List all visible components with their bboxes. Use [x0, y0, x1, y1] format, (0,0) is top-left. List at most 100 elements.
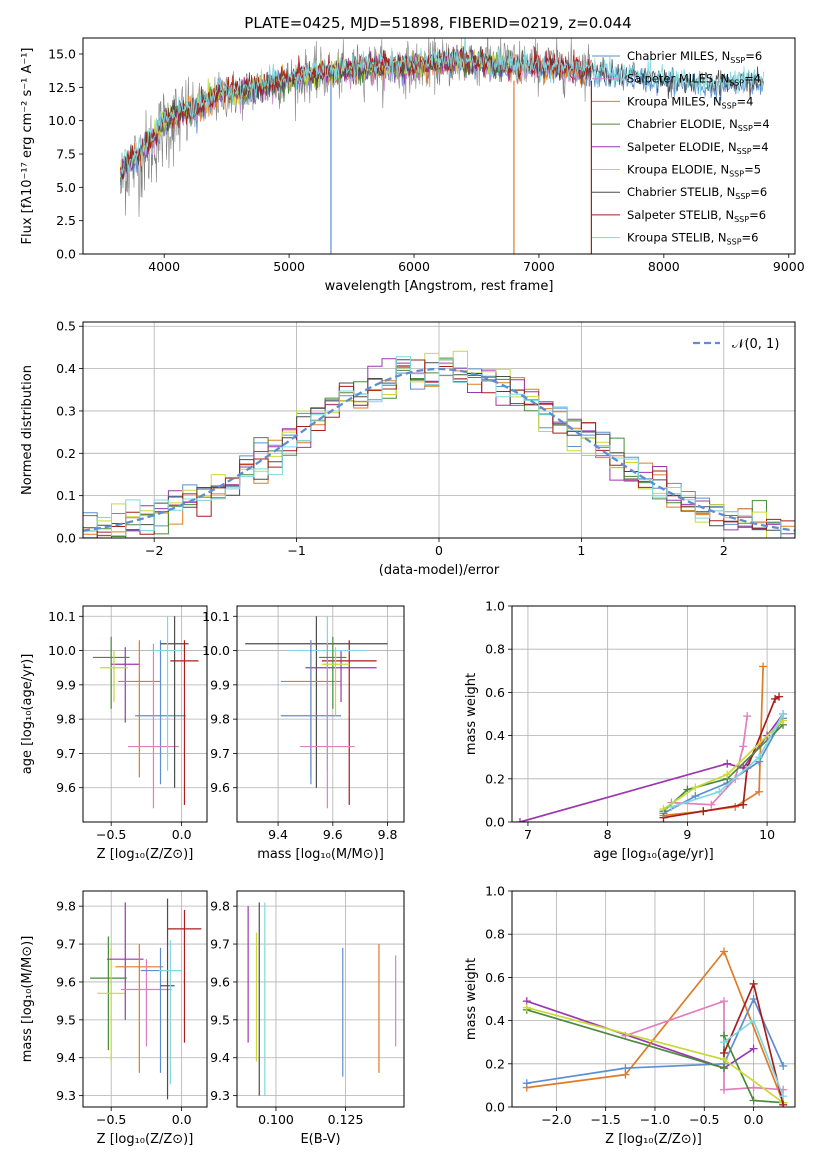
- legend-label: Salpeter STELIB, NSSP=6: [627, 208, 766, 224]
- axes-frame: [82, 37, 796, 255]
- x-tick-label: 9.6: [323, 827, 343, 842]
- legend-subscript: SSP: [729, 79, 744, 88]
- normal-curve: [83, 367, 795, 532]
- errorbar-point: [118, 640, 161, 778]
- y-tick-label: 1.0: [485, 884, 505, 899]
- model-spectrum-kroupa_stelib: [120, 38, 764, 178]
- y-tick-label: 10.1: [202, 609, 230, 624]
- x-axis-label: age [log₁₀(age/yr)]: [593, 847, 714, 862]
- errorbar-point: [299, 643, 355, 809]
- y-tick-label: 9.6: [210, 974, 230, 989]
- legend-subscript: SSP: [729, 170, 744, 179]
- weight-series-kroupa_elodie: [663, 719, 784, 810]
- x-tick-label: 7000: [523, 259, 555, 274]
- legend-nssp: =4: [737, 94, 754, 108]
- x-tick-label: 1: [577, 543, 585, 558]
- axes-frame: [82, 890, 208, 1108]
- y-tick-label: 0.1: [56, 488, 76, 503]
- y-tick-label: 9.9: [56, 677, 76, 692]
- x-axis-label: E(B-V): [300, 1132, 340, 1147]
- legend-subscript: SSP: [722, 101, 737, 110]
- axes-residuals: −2 −1 0 1 2 0.0 0.1 0.2 0.3 0.4 0.5 (data-model)/er…: [20, 319, 796, 578]
- errorbar-point: [167, 909, 202, 1043]
- y-tick-label: 0.6: [485, 685, 505, 700]
- x-tick-label: −1.5: [590, 1112, 620, 1127]
- y-axis-label: mass weight: [464, 958, 479, 1040]
- legend-nssp: =6: [742, 231, 759, 245]
- x-axis-label: mass [log₁₀(M/M⊙)]: [257, 847, 384, 862]
- plots-layer: 4000 5000 6000 7000 8000 90000.02.55.07.510.0…: [20, 37, 805, 1147]
- y-tick-label: 9.7: [56, 937, 76, 952]
- axes-age_vs_mass: 9.4 9.6 9.8 9.6 9.7 9.8 9.9 10.0 10.1 mass [log₁₀…: [202, 605, 405, 862]
- errorbar-point: [111, 647, 140, 723]
- legend-label: Chabrier MILES, NSSP=6: [627, 49, 762, 65]
- errorbar-point: [106, 902, 144, 1020]
- axes-massweight_vs_Z: −2.0 −1.5 −1.0 −0.5 0.0 0.0 0.2 0.4 0.6 0.8 1.0 Z […: [464, 884, 796, 1147]
- y-tick-label: 10.0: [202, 643, 230, 658]
- legend-nssp: =4: [753, 117, 770, 131]
- errorbar-point: [280, 640, 342, 785]
- legend-label: 𝒩(0, 1): [732, 337, 779, 352]
- errorbar-point: [97, 947, 126, 1062]
- axes-mass_vs_Z: −0.5 0.0 9.3 9.4 9.5 9.6 9.7 9.8 Z [log₁₀(Z/Z⊙)]…: [20, 890, 208, 1147]
- y-tick-label: 9.8: [210, 899, 230, 914]
- x-tick-label: 6000: [398, 259, 430, 274]
- y-tick-label: 0.4: [485, 728, 505, 743]
- axes-frame: [236, 890, 405, 1108]
- x-tick-label: 5000: [273, 259, 305, 274]
- axes-massweight_vs_age: 7 8 9 10 0.0 0.2 0.4 0.6 0.8 1.0 age [log₁₀(age/yr…: [464, 599, 796, 862]
- x-tick-label: 0.125: [328, 1112, 364, 1127]
- weight-series-kroupa_miles: [526, 950, 784, 1104]
- x-tick-label: 4000: [148, 259, 180, 274]
- y-tick-label: 0.4: [485, 1013, 505, 1028]
- legend-subscript: SSP: [734, 215, 749, 224]
- x-tick-label: 9000: [773, 259, 805, 274]
- y-tick-label: 10.1: [48, 609, 76, 624]
- errorbar-point: [153, 616, 182, 771]
- plot-area-residuals: [83, 322, 795, 538]
- x-tick-label: 0: [435, 543, 443, 558]
- y-tick-label: 7.5: [56, 147, 76, 162]
- x-tick-label: 10: [759, 827, 775, 842]
- y-tick-label: 0.8: [485, 642, 505, 657]
- errorbar-point: [305, 650, 377, 702]
- x-tick-label: −2.0: [541, 1112, 571, 1127]
- legend-label: Chabrier ELODIE, NSSP=4: [627, 117, 770, 133]
- y-tick-label: 9.4: [210, 1050, 230, 1065]
- legend-label: Salpeter MILES, NSSP=4: [627, 72, 761, 88]
- x-tick-label: 2: [720, 543, 728, 558]
- y-tick-label: 12.5: [48, 80, 76, 95]
- plot-area-massweight_vs_Z: [512, 891, 795, 1107]
- legend-nssp: =6: [745, 49, 762, 63]
- errorbar-point: [319, 636, 347, 709]
- x-tick-label: 0.100: [258, 1112, 294, 1127]
- y-tick-label: 0.4: [56, 361, 76, 376]
- legend-subscript: SSP: [735, 192, 750, 201]
- errorbar-point: [159, 940, 182, 1085]
- x-tick-label: 0.0: [172, 827, 192, 842]
- errorbar-point: [128, 643, 179, 809]
- y-axis-label: mass weight: [464, 673, 479, 755]
- y-axis-label: age [log₁₀(age/yr)]: [20, 654, 35, 775]
- legend-nssp: =4: [752, 140, 769, 154]
- y-tick-label: 10.0: [48, 113, 76, 128]
- legend-label: Salpeter ELODIE, NSSP=4: [627, 140, 769, 156]
- y-tick-label: 10.0: [48, 643, 76, 658]
- errorbar-point: [170, 640, 199, 805]
- weight-series-pink: [671, 716, 749, 806]
- y-tick-label: 9.5: [210, 1012, 230, 1027]
- errorbar-point: [135, 640, 186, 785]
- legend-nssp: =6: [750, 185, 767, 199]
- y-tick-label: 9.8: [210, 712, 230, 727]
- weight-series-kroupa_stelib: [671, 713, 784, 808]
- errorbar-point: [92, 636, 130, 709]
- x-axis-label: Z [log₁₀(Z/Z⊙)]: [97, 1132, 194, 1147]
- y-tick-label: 0.5: [56, 319, 76, 334]
- y-tick-label: 0.2: [485, 1056, 505, 1071]
- x-tick-label: −1: [287, 543, 305, 558]
- legend-label: Chabrier STELIB, NSSP=6: [627, 185, 767, 201]
- plot-area-massweight_vs_age: [512, 606, 795, 822]
- x-tick-label: −0.5: [96, 1112, 126, 1127]
- y-tick-label: 1.0: [485, 599, 505, 614]
